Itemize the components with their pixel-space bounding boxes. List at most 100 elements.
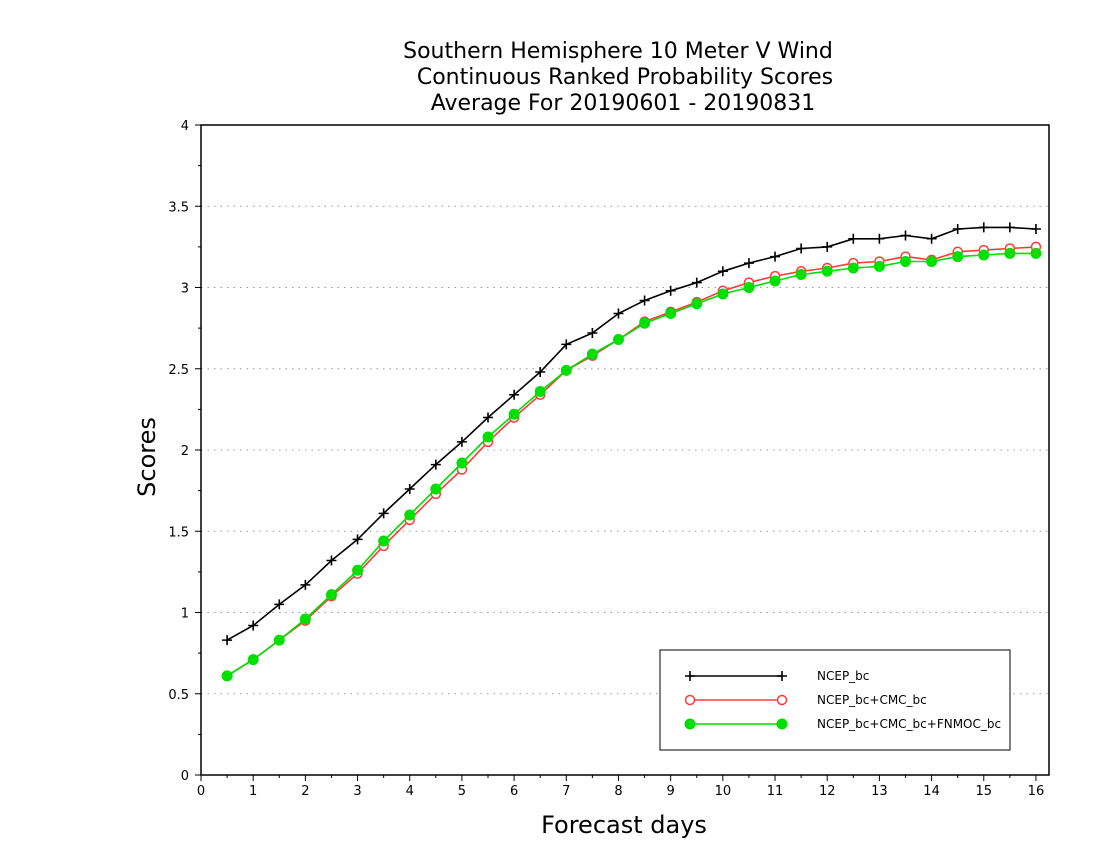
legend: NCEP_bc NCEP_bc+CMC_bc NCEP_bc+CMC_bc+FNMO… <box>659 649 1011 751</box>
data-point <box>587 328 598 338</box>
legend-marker <box>684 694 696 706</box>
x-tick-label: 7 <box>562 784 570 799</box>
data-point <box>561 339 572 350</box>
x-tick-label: 12 <box>819 784 836 799</box>
x-tick-label: 6 <box>510 784 518 799</box>
data-point <box>1004 222 1015 233</box>
data-point <box>535 367 546 377</box>
data-point <box>1030 247 1042 259</box>
legend-label: NCEP_bc <box>817 669 869 683</box>
data-point <box>952 251 964 263</box>
legend-marker <box>684 718 696 730</box>
data-point <box>665 285 676 296</box>
data-point <box>378 535 390 547</box>
x-axis-ticks: 0 1 2 3 4 5 6 7 8 9 10 11 12 13 14 15 16 <box>197 775 1044 799</box>
x-tick-label: 14 <box>923 784 940 799</box>
legend-item: NCEP_bc+CMC_bc <box>684 693 927 707</box>
data-point <box>326 555 337 566</box>
y-axis-ticks: 0 0.5 1 1.5 2 2.5 3 3.5 4 <box>168 119 201 784</box>
data-point <box>300 579 311 590</box>
series-group <box>221 222 1042 682</box>
data-point <box>743 282 755 293</box>
data-point <box>717 288 729 300</box>
y-tick-label: 3.5 <box>168 200 189 215</box>
legend-marker <box>777 671 787 681</box>
y-tick-label: 0.5 <box>168 688 189 703</box>
data-point <box>978 249 990 261</box>
data-point <box>299 613 311 625</box>
y-tick-label: 1.5 <box>168 525 189 540</box>
data-point <box>586 348 598 360</box>
x-tick-label: 5 <box>458 784 466 799</box>
chart-title-line-2: Continuous Ranked Probability Scores <box>417 65 833 90</box>
chart-title-line-1: Southern Hemisphere 10 Meter V Wind <box>403 39 833 64</box>
data-point <box>404 484 415 494</box>
legend-marker <box>776 694 788 706</box>
x-axis-label: Forecast days <box>541 811 707 839</box>
x-tick-label: 3 <box>353 784 361 799</box>
series-3 <box>221 247 1042 682</box>
data-point <box>430 483 442 495</box>
y-tick-label: 2 <box>181 444 189 459</box>
x-tick-label: 16 <box>1028 784 1045 799</box>
data-point <box>952 224 963 234</box>
legend-marker <box>776 718 788 730</box>
legend-label: NCEP_bc+CMC_bc+FNMOC_bc <box>817 717 1001 731</box>
data-point <box>273 634 285 646</box>
data-point <box>613 308 624 319</box>
x-tick-label: 9 <box>667 784 675 799</box>
data-point <box>274 599 285 610</box>
data-point <box>612 334 624 345</box>
data-point <box>508 408 520 420</box>
legend-item: NCEP_bc <box>685 669 869 683</box>
data-point <box>456 436 467 447</box>
x-tick-label: 15 <box>975 784 992 799</box>
x-tick-label: 13 <box>871 784 888 799</box>
data-point <box>378 508 389 519</box>
data-point <box>926 256 938 267</box>
data-point <box>717 266 728 277</box>
data-point <box>534 386 546 397</box>
y-tick-label: 2.5 <box>168 363 189 378</box>
data-point <box>639 317 651 329</box>
x-tick-label: 11 <box>767 784 784 799</box>
grid-lines <box>201 205 1049 695</box>
data-point <box>796 243 807 254</box>
data-point <box>221 670 233 682</box>
data-point <box>248 620 259 631</box>
data-point <box>691 277 702 288</box>
data-point <box>769 275 781 287</box>
series-line <box>226 246 1037 677</box>
data-point <box>926 233 937 244</box>
data-point <box>325 589 337 601</box>
data-point <box>456 457 468 469</box>
x-tick-label: 2 <box>301 784 309 799</box>
data-point <box>352 564 364 576</box>
x-tick-label: 0 <box>197 784 205 799</box>
data-point <box>874 233 885 244</box>
y-tick-label: 0 <box>181 769 189 784</box>
data-point <box>352 534 363 545</box>
data-point <box>1030 224 1041 234</box>
data-point <box>247 654 259 666</box>
data-point <box>900 230 911 241</box>
data-point <box>978 222 989 233</box>
x-tick-label: 8 <box>614 784 622 799</box>
data-point <box>873 260 885 272</box>
series-2 <box>221 241 1042 682</box>
data-point <box>899 256 911 267</box>
chart-title-line-3: Average For 20190601 - 20190831 <box>431 91 816 116</box>
series-line <box>226 252 1036 677</box>
series-1 <box>222 222 1041 646</box>
y-tick-label: 4 <box>181 119 189 134</box>
legend-label: NCEP_bc+CMC_bc <box>817 693 927 707</box>
data-point <box>404 509 416 521</box>
x-tick-label: 4 <box>406 784 414 799</box>
data-point <box>482 431 494 443</box>
data-point <box>743 258 754 269</box>
data-point <box>1004 247 1016 259</box>
data-point <box>847 262 859 274</box>
y-tick-label: 3 <box>181 282 189 297</box>
data-point <box>560 364 572 376</box>
